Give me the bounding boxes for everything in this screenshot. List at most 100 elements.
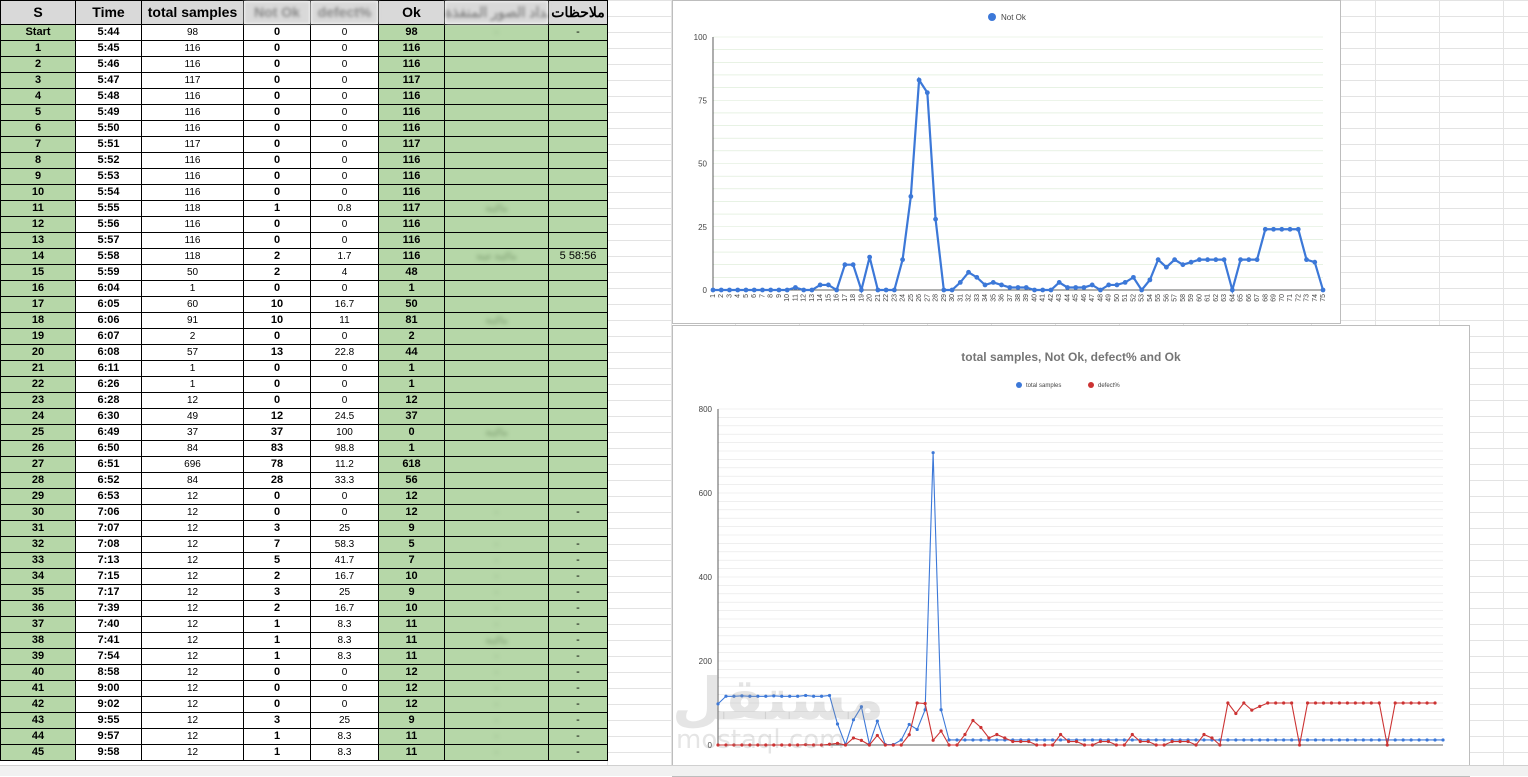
cell-time[interactable]: 5:44 bbox=[75, 24, 142, 41]
cell-ok[interactable]: 44 bbox=[378, 344, 445, 361]
cell-not-ok[interactable]: 0 bbox=[243, 376, 311, 393]
cell-not-ok[interactable]: 0 bbox=[243, 104, 311, 121]
cell-total[interactable]: 12 bbox=[141, 568, 244, 585]
cell-s[interactable]: 9 bbox=[0, 168, 76, 185]
cell-not-ok[interactable]: 3 bbox=[243, 584, 311, 601]
cell-time[interactable]: 7:39 bbox=[75, 600, 142, 617]
cell-images[interactable]: ماكينة bbox=[444, 200, 549, 217]
cell-time[interactable]: 5:49 bbox=[75, 104, 142, 121]
cell-ok[interactable]: 117 bbox=[378, 72, 445, 89]
cell-defect[interactable]: 8.3 bbox=[310, 616, 379, 633]
cell-time[interactable]: 6:08 bbox=[75, 344, 142, 361]
cell-time[interactable]: 7:13 bbox=[75, 552, 142, 569]
cell-time[interactable]: 9:00 bbox=[75, 680, 142, 697]
cell-not-ok[interactable]: 1 bbox=[243, 648, 311, 665]
cell-ok[interactable]: 116 bbox=[378, 248, 445, 265]
cell-ok[interactable]: 11 bbox=[378, 744, 445, 761]
cell-total[interactable]: 60 bbox=[141, 296, 244, 313]
cell-total[interactable]: 1 bbox=[141, 360, 244, 377]
cell-ok[interactable]: 9 bbox=[378, 520, 445, 537]
cell-notes[interactable]: - bbox=[548, 648, 608, 665]
cell-not-ok[interactable]: 0 bbox=[243, 56, 311, 73]
cell-images[interactable] bbox=[444, 392, 549, 409]
cell-s[interactable]: 32 bbox=[0, 536, 76, 553]
cell-notes[interactable]: - bbox=[548, 24, 608, 41]
cell-defect[interactable]: 98.8 bbox=[310, 440, 379, 457]
cell-ok[interactable]: 116 bbox=[378, 56, 445, 73]
cell-images[interactable]: - bbox=[444, 728, 549, 745]
cell-images[interactable] bbox=[444, 440, 549, 457]
cell-images[interactable] bbox=[444, 216, 549, 233]
cell-defect[interactable]: 0 bbox=[310, 104, 379, 121]
not-ok-chart[interactable]: Not Ok 0 25 50 75 100 1 2 3 4 5 6 7 8 9 10 11 12 13 14 15 16 1… bbox=[672, 0, 1341, 324]
cell-ok[interactable]: 5 bbox=[378, 536, 445, 553]
cell-images[interactable] bbox=[444, 168, 549, 185]
cell-total[interactable]: 12 bbox=[141, 504, 244, 521]
cell-time[interactable]: 7:08 bbox=[75, 536, 142, 553]
cell-time[interactable]: 6:52 bbox=[75, 472, 142, 489]
cell-total[interactable]: 98 bbox=[141, 24, 244, 41]
cell-not-ok[interactable]: 0 bbox=[243, 40, 311, 57]
cell-defect[interactable]: 0 bbox=[310, 136, 379, 153]
cell-notes[interactable] bbox=[548, 296, 608, 313]
cell-notes[interactable] bbox=[548, 184, 608, 201]
cell-s[interactable]: 23 bbox=[0, 392, 76, 409]
cell-total[interactable]: 116 bbox=[141, 216, 244, 233]
cell-time[interactable]: 6:51 bbox=[75, 456, 142, 473]
cell-ok[interactable]: 98 bbox=[378, 24, 445, 41]
cell-s[interactable]: 4 bbox=[0, 88, 76, 105]
cell-not-ok[interactable]: 3 bbox=[243, 520, 311, 537]
cell-total[interactable]: 696 bbox=[141, 456, 244, 473]
cell-defect[interactable]: 0 bbox=[310, 40, 379, 57]
cell-ok[interactable]: 10 bbox=[378, 568, 445, 585]
cell-not-ok[interactable]: 0 bbox=[243, 328, 311, 345]
cell-total[interactable]: 12 bbox=[141, 392, 244, 409]
cell-defect[interactable]: 16.7 bbox=[310, 600, 379, 617]
cell-total[interactable]: 12 bbox=[141, 600, 244, 617]
cell-total[interactable]: 1 bbox=[141, 280, 244, 297]
cell-defect[interactable]: 0 bbox=[310, 72, 379, 89]
cell-notes[interactable]: - bbox=[548, 696, 608, 713]
cell-ok[interactable]: 12 bbox=[378, 504, 445, 521]
cell-ok[interactable]: 11 bbox=[378, 616, 445, 633]
cell-total[interactable]: 12 bbox=[141, 728, 244, 745]
cell-notes[interactable] bbox=[548, 200, 608, 217]
cell-defect[interactable]: 0 bbox=[310, 680, 379, 697]
cell-s[interactable]: 31 bbox=[0, 520, 76, 537]
cell-ok[interactable]: 116 bbox=[378, 232, 445, 249]
cell-notes[interactable] bbox=[548, 88, 608, 105]
cell-total[interactable]: 117 bbox=[141, 136, 244, 153]
cell-ok[interactable]: 116 bbox=[378, 40, 445, 57]
cell-total[interactable]: 84 bbox=[141, 440, 244, 457]
cell-images[interactable] bbox=[444, 264, 549, 281]
cell-images[interactable] bbox=[444, 520, 549, 537]
cell-total[interactable]: 116 bbox=[141, 40, 244, 57]
cell-total[interactable]: 12 bbox=[141, 664, 244, 681]
cell-images[interactable] bbox=[444, 72, 549, 89]
cell-time[interactable]: 5:57 bbox=[75, 232, 142, 249]
cell-not-ok[interactable]: 0 bbox=[243, 696, 311, 713]
cell-defect[interactable]: 22.8 bbox=[310, 344, 379, 361]
cell-s[interactable]: 16 bbox=[0, 280, 76, 297]
cell-not-ok[interactable]: 37 bbox=[243, 424, 311, 441]
cell-time[interactable]: 6:53 bbox=[75, 488, 142, 505]
cell-ok[interactable]: 116 bbox=[378, 104, 445, 121]
cell-images[interactable] bbox=[444, 40, 549, 57]
cell-s[interactable]: 26 bbox=[0, 440, 76, 457]
cell-total[interactable]: 116 bbox=[141, 184, 244, 201]
cell-images[interactable]: ماكينة bbox=[444, 632, 549, 649]
cell-defect[interactable]: 8.3 bbox=[310, 648, 379, 665]
cell-defect[interactable]: 0 bbox=[310, 280, 379, 297]
cell-not-ok[interactable]: 0 bbox=[243, 280, 311, 297]
cell-ok[interactable]: 2 bbox=[378, 328, 445, 345]
cell-time[interactable]: 5:58 bbox=[75, 248, 142, 265]
cell-ok[interactable]: 81 bbox=[378, 312, 445, 329]
cell-defect[interactable]: 25 bbox=[310, 584, 379, 601]
cell-notes[interactable] bbox=[548, 392, 608, 409]
cell-notes[interactable]: - bbox=[548, 664, 608, 681]
cell-defect[interactable]: 16.7 bbox=[310, 296, 379, 313]
cell-notes[interactable]: - bbox=[548, 680, 608, 697]
cell-not-ok[interactable]: 83 bbox=[243, 440, 311, 457]
cell-s[interactable]: 35 bbox=[0, 584, 76, 601]
cell-notes[interactable] bbox=[548, 120, 608, 137]
